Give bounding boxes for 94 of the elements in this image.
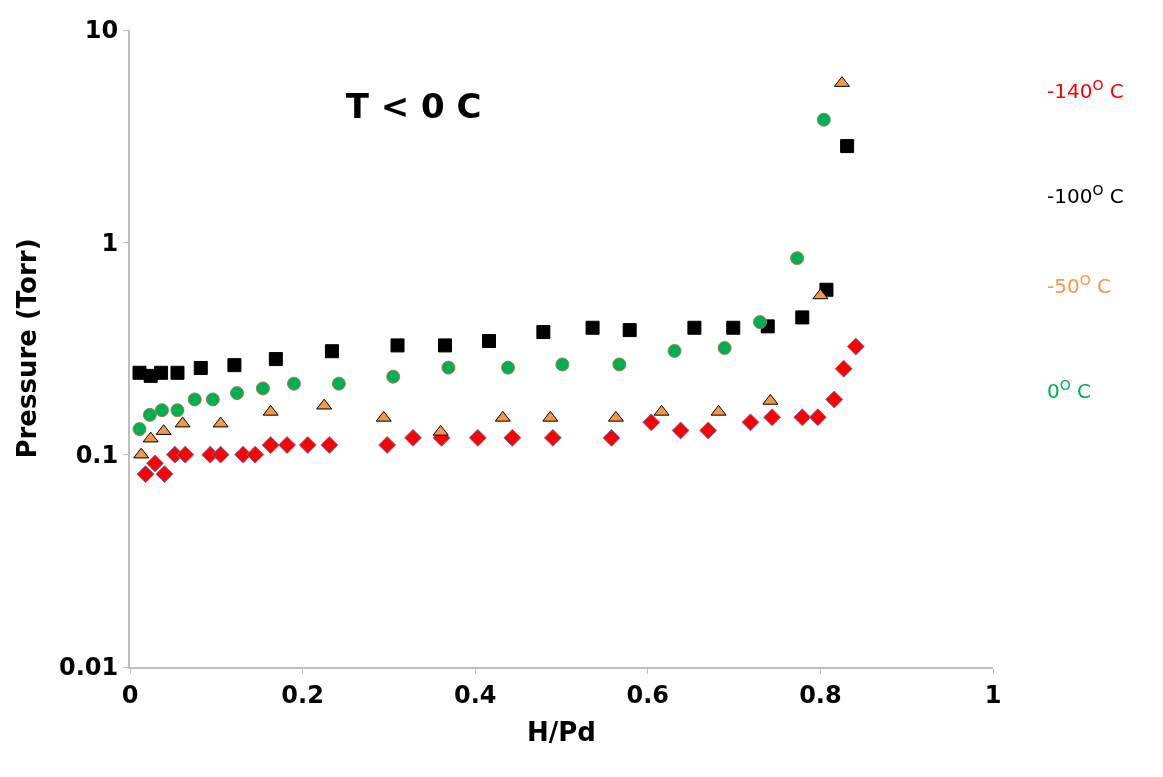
- point: [840, 139, 855, 154]
- point: [699, 421, 718, 440]
- point: [404, 428, 423, 447]
- y-tick-label: 10: [84, 16, 119, 45]
- x-tick-label: 0: [121, 680, 139, 709]
- point: [432, 424, 449, 436]
- point: [441, 360, 456, 375]
- point: [585, 320, 600, 335]
- point: [227, 358, 242, 373]
- point: [262, 404, 279, 416]
- point: [212, 416, 229, 428]
- point: [298, 436, 317, 454]
- point: [142, 431, 159, 443]
- point: [154, 365, 169, 380]
- point: [671, 421, 690, 440]
- x-tick-label: 0.2: [281, 680, 324, 709]
- point: [482, 334, 497, 349]
- point: [790, 251, 805, 266]
- point: [316, 398, 333, 410]
- x-tick-label: 0.4: [453, 680, 497, 709]
- point: [170, 365, 185, 380]
- point: [834, 359, 853, 378]
- point: [763, 408, 782, 427]
- point: [286, 376, 301, 391]
- point: [816, 112, 831, 127]
- point: [812, 288, 829, 300]
- text: T < 0 C: [345, 85, 482, 126]
- point: [187, 392, 202, 407]
- point: [536, 325, 551, 340]
- point: [211, 445, 230, 464]
- text: -50$^{O}$ C: [1047, 272, 1112, 299]
- point: [132, 422, 147, 437]
- point: [268, 352, 283, 367]
- point: [390, 338, 405, 353]
- point: [501, 360, 515, 375]
- point: [375, 410, 392, 422]
- point: [543, 428, 562, 447]
- point: [255, 381, 270, 396]
- point: [741, 413, 760, 432]
- y-tick-label: 0.01: [58, 653, 119, 682]
- point: [622, 323, 637, 338]
- point: [193, 360, 208, 375]
- point: [762, 393, 779, 405]
- x-tick-label: 1: [984, 680, 1002, 709]
- point: [793, 408, 812, 427]
- point: [205, 392, 220, 407]
- point: [607, 410, 624, 422]
- point: [320, 436, 339, 454]
- point: [653, 404, 670, 416]
- point: [542, 410, 559, 422]
- point: [808, 408, 827, 427]
- point: [717, 340, 732, 355]
- x-axis-title: H/Pd: [527, 717, 596, 747]
- point: [154, 403, 169, 418]
- point: [602, 428, 621, 447]
- point: [494, 410, 511, 422]
- x-tick-label: 0.6: [626, 680, 670, 709]
- point: [468, 428, 487, 447]
- x-tick-label: 0.8: [799, 680, 842, 709]
- text: 0$^{O}$ C: [1047, 377, 1092, 404]
- point: [503, 428, 522, 447]
- point: [278, 436, 297, 454]
- point: [555, 357, 570, 372]
- point: [667, 343, 682, 358]
- point: [825, 390, 844, 409]
- point: [246, 445, 265, 464]
- point: [386, 369, 401, 384]
- point: [710, 404, 727, 416]
- point: [174, 416, 191, 428]
- point: [142, 407, 157, 422]
- point: [753, 315, 767, 330]
- point: [136, 465, 155, 484]
- point: [170, 403, 185, 418]
- point: [324, 344, 339, 359]
- point: [687, 320, 702, 335]
- y-axis-title: Pressure (Torr): [11, 238, 42, 459]
- point: [612, 357, 627, 372]
- point: [133, 447, 150, 459]
- point: [146, 454, 164, 473]
- point: [438, 338, 452, 353]
- point: [726, 320, 741, 335]
- point: [155, 465, 174, 484]
- point: [176, 445, 195, 464]
- point: [846, 337, 865, 356]
- point: [378, 436, 397, 454]
- y-tick-label: 0.1: [75, 441, 119, 470]
- point: [261, 436, 280, 454]
- y-tick-label: 1: [101, 228, 119, 257]
- point: [642, 413, 661, 432]
- text: -100$^{O}$ C: [1047, 182, 1124, 209]
- text: -140$^{O}$ C: [1047, 77, 1124, 104]
- point: [331, 376, 346, 391]
- point: [230, 386, 245, 401]
- point: [795, 310, 810, 325]
